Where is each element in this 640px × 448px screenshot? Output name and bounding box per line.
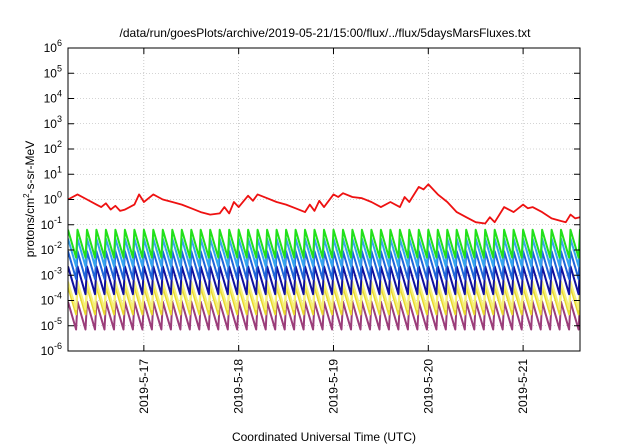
x-tick-label: 2019-5-19 xyxy=(326,359,340,414)
y-tick-base: 10 xyxy=(44,167,58,181)
y-tick-label: 10-1 xyxy=(41,215,62,232)
y-tick-base: 10 xyxy=(44,193,58,207)
y-tick-base: 10 xyxy=(41,243,55,257)
y-tick-base: 10 xyxy=(44,117,58,131)
y-tick-base: 10 xyxy=(41,344,55,358)
y-tick-base: 10 xyxy=(41,218,55,232)
y-tick-label: 10-4 xyxy=(41,291,62,308)
y-tick-label: 104 xyxy=(44,89,62,106)
y-tick-label: 101 xyxy=(44,164,62,181)
y-axis-label: protons/cm2-s-sr-MeV xyxy=(22,141,37,257)
y-tick-base: 10 xyxy=(41,294,55,308)
y-tick-exp: 4 xyxy=(57,89,62,99)
y-tick-exp: -6 xyxy=(54,341,62,351)
y-tick-label: 10-5 xyxy=(41,316,62,333)
series-line xyxy=(68,285,580,316)
y-tick-exp: -4 xyxy=(54,291,62,301)
y-tick-base: 10 xyxy=(44,41,58,55)
y-tick-base: 10 xyxy=(44,92,58,106)
chart-title: /data/run/goesPlots/archive/2019-05-21/1… xyxy=(120,26,532,40)
series-line xyxy=(68,228,580,259)
y-tick-label: 10-3 xyxy=(41,265,62,282)
y-tick-exp: -1 xyxy=(54,215,62,225)
y-tick-exp: -3 xyxy=(54,265,62,275)
y-tick-exp: -2 xyxy=(54,240,62,250)
y-tick-label: 10-6 xyxy=(41,341,62,358)
y-tick-label: 106 xyxy=(44,38,62,55)
y-tick-exp: 3 xyxy=(57,114,62,124)
y-tick-label: 10-2 xyxy=(41,240,62,257)
x-tick-label: 2019-5-17 xyxy=(137,359,151,414)
y-tick-exp: 2 xyxy=(57,139,62,149)
y-tick-base: 10 xyxy=(44,142,58,156)
y-tick-exp: 0 xyxy=(57,190,62,200)
x-tick-label: 2019-5-20 xyxy=(421,359,435,414)
series-line xyxy=(68,300,580,331)
x-axis-label: Coordinated Universal Time (UTC) xyxy=(232,430,416,444)
y-axis-label-suffix: -s-sr-MeV xyxy=(23,141,37,194)
y-tick-exp: 1 xyxy=(57,164,62,174)
series-layer xyxy=(68,183,580,331)
y-tick-base: 10 xyxy=(44,66,58,80)
series-line xyxy=(68,237,580,268)
series-line xyxy=(68,183,580,225)
y-axis: 10-610-510-410-310-210-11001011021031041… xyxy=(41,38,580,358)
y-tick-label: 100 xyxy=(44,190,62,207)
y-tick-base: 10 xyxy=(41,319,55,333)
y-tick-exp: 5 xyxy=(57,63,62,73)
y-tick-label: 105 xyxy=(44,63,62,80)
y-tick-exp: -5 xyxy=(54,316,62,326)
y-tick-exp: 6 xyxy=(57,38,62,48)
y-axis-label-prefix: protons/cm xyxy=(23,198,37,257)
x-tick-label: 2019-5-18 xyxy=(232,359,246,414)
series-line xyxy=(68,250,580,280)
y-tick-label: 103 xyxy=(44,114,62,131)
y-axis-label-sup: 2 xyxy=(22,193,31,198)
x-tick-label: 2019-5-21 xyxy=(516,359,530,414)
x-axis: 2019-5-17 2019-5-18 2019-5-19 2019-5-20 2019… xyxy=(137,48,530,414)
series-line xyxy=(68,265,580,296)
y-tick-base: 10 xyxy=(41,268,55,282)
series-line xyxy=(68,280,580,311)
y-tick-label: 102 xyxy=(44,139,62,156)
